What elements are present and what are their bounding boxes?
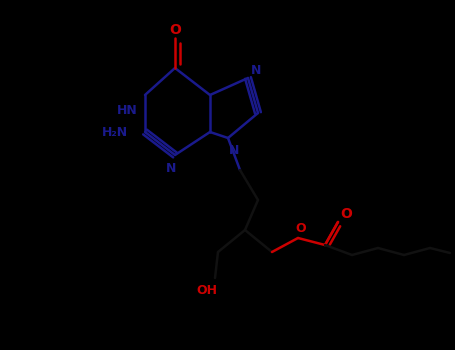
Text: N: N <box>251 63 261 77</box>
Text: O: O <box>296 222 306 235</box>
Text: OH: OH <box>197 284 217 296</box>
Text: N: N <box>166 161 176 175</box>
Text: N: N <box>229 144 239 156</box>
Text: HN: HN <box>116 104 137 117</box>
Text: O: O <box>340 207 352 221</box>
Text: H₂N: H₂N <box>102 126 128 139</box>
Text: O: O <box>169 23 181 37</box>
